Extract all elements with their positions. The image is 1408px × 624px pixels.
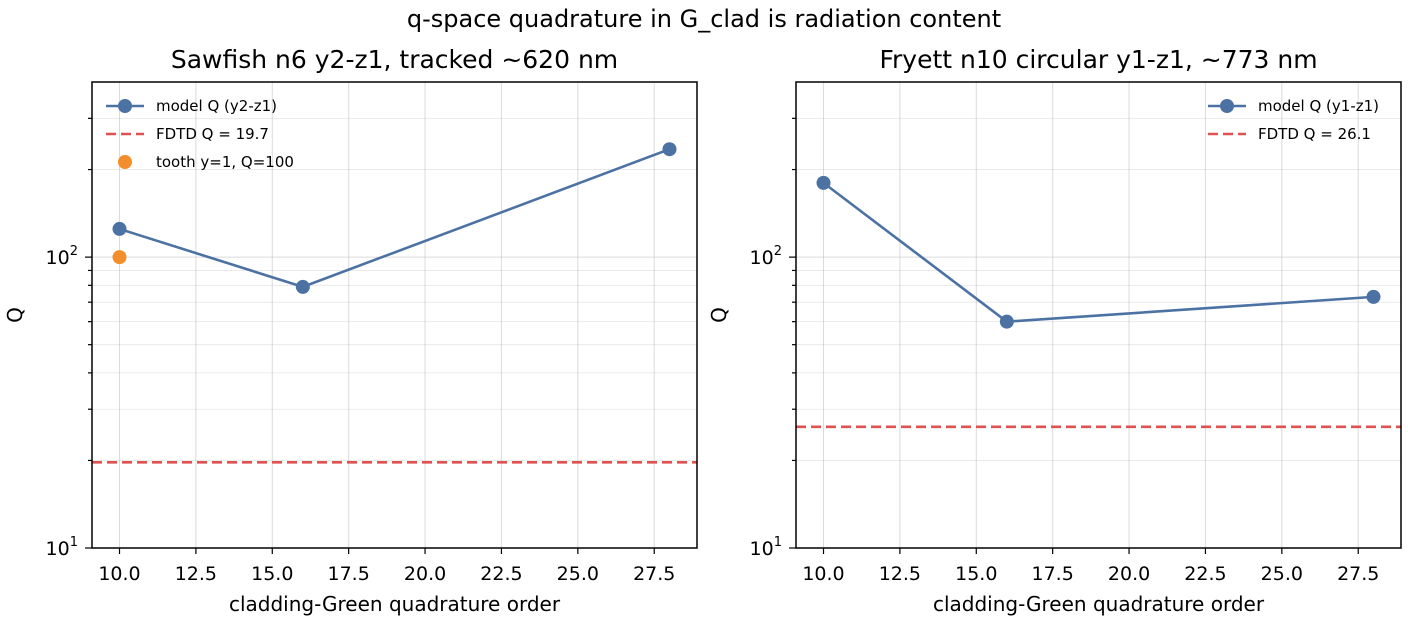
left-chart-x-tick-label: 15.0 [251, 563, 293, 585]
right-chart-x-tick-label: 12.5 [879, 563, 921, 585]
right-chart-y-axis-label: Q [707, 307, 731, 323]
left-chart-data-point [112, 221, 127, 236]
left-chart-legend-marker [118, 155, 132, 169]
left-chart-panel: 10.0 12.5 15.0 17.5 20.0 22.5 25.0 27.5 101 102 S… [3, 45, 698, 616]
left-chart-legend-marker [118, 99, 132, 113]
left-chart-y-tick-label: 102 [46, 244, 78, 269]
left-chart-x-tick-label: 10.0 [98, 563, 140, 585]
right-chart-ticks: 10.0 12.5 15.0 17.5 20.0 22.5 25.0 27.5 101 102 [750, 117, 1379, 585]
right-chart-panel: 10.0 12.5 15.0 17.5 20.0 22.5 25.0 27.5 101 102 F… [707, 45, 1402, 616]
right-chart-legend-label: FDTD Q = 26.1 [1258, 125, 1371, 143]
right-chart-data-point [1366, 289, 1381, 304]
left-chart-y-tick-label: 101 [46, 535, 78, 560]
right-chart-y-tick-label: 101 [750, 535, 782, 560]
left-chart-title: Sawfish n6 y2-z1, tracked ~620 nm [171, 45, 618, 74]
right-chart-x-axis-label: cladding-Green quadrature order [933, 592, 1265, 616]
left-chart-x-tick-label: 20.0 [404, 563, 446, 585]
left-chart-x-tick-label: 27.5 [633, 563, 675, 585]
left-chart-data-point [295, 279, 310, 294]
right-chart-legend-marker [1220, 99, 1234, 113]
left-chart-data [92, 142, 697, 464]
right-chart-x-tick-label: 17.5 [1032, 563, 1074, 585]
left-chart-data-point [662, 142, 677, 157]
left-chart-legend-label: FDTD Q = 19.7 [156, 125, 269, 143]
figure-suptitle: q-space quadrature in G_clad is radiatio… [407, 5, 1001, 33]
right-chart-data-point [999, 314, 1014, 329]
right-chart-data-point [816, 175, 831, 190]
right-chart-x-tick-label: 10.0 [802, 563, 844, 585]
right-chart-x-tick-label: 15.0 [955, 563, 997, 585]
left-chart-x-tick-label: 17.5 [328, 563, 370, 585]
left-chart-x-axis-label: cladding-Green quadrature order [229, 592, 561, 616]
right-chart-y-tick-label: 102 [750, 244, 782, 269]
right-chart-legend: model Q (y1-z1) FDTD Q = 26.1 [1208, 97, 1379, 143]
right-chart-title: Fryett n10 circular y1-z1, ~773 nm [879, 45, 1317, 74]
left-chart-frame [91, 81, 698, 549]
left-chart-legend-label: model Q (y2-z1) [156, 97, 277, 115]
left-chart-ticks: 10.0 12.5 15.0 17.5 20.0 22.5 25.0 27.5 101 102 [46, 117, 675, 585]
left-chart-x-tick-label: 22.5 [480, 563, 522, 585]
right-chart-data [796, 175, 1401, 429]
left-chart-x-tick-label: 12.5 [175, 563, 217, 585]
right-chart-x-tick-label: 25.0 [1261, 563, 1303, 585]
left-chart-legend-label: tooth y=1, Q=100 [156, 153, 294, 171]
right-chart-x-tick-label: 22.5 [1184, 563, 1226, 585]
left-chart-series-tooth-y-1-q-100 [112, 250, 127, 265]
left-chart-legend: model Q (y2-z1) FDTD Q = 19.7 tooth y=1, Q… [106, 97, 294, 171]
right-chart-x-tick-label: 27.5 [1337, 563, 1379, 585]
left-chart-grid [92, 82, 697, 549]
left-chart-x-tick-label: 25.0 [557, 563, 599, 585]
right-chart-x-tick-label: 20.0 [1108, 563, 1150, 585]
right-chart-frame [795, 81, 1402, 549]
left-chart-y-axis-label: Q [3, 307, 27, 323]
right-chart-legend-label: model Q (y1-z1) [1258, 97, 1379, 115]
